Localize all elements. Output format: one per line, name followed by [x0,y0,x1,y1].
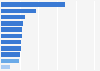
Bar [1,2,65,7]
Bar [1,27,22,32]
Bar [1,21,23,26]
Bar [1,34,22,38]
Bar [1,9,36,13]
Bar [1,59,19,63]
Bar [1,15,25,19]
Bar [1,52,20,57]
Bar [1,65,10,69]
Bar [1,46,21,51]
Bar [1,40,21,44]
